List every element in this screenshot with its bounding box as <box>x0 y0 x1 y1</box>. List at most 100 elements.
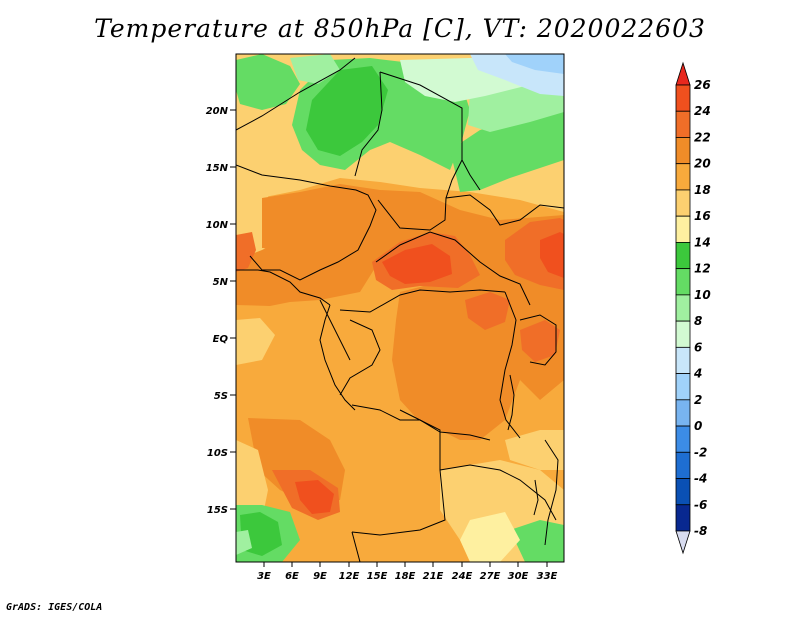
colorbar-swatch <box>675 84 691 112</box>
border-nile <box>461 159 481 191</box>
field-se-pale-yellow <box>460 512 520 562</box>
coast-ca <box>319 304 356 411</box>
colorbar-label: 10 <box>694 288 711 302</box>
border-lakes <box>519 314 557 366</box>
lat-label: 15S <box>207 505 228 516</box>
colorbar-swatch <box>675 189 691 217</box>
colorbar-bottom-arrow <box>675 530 691 555</box>
lon-label: 33E <box>537 571 558 582</box>
border-congo-n <box>339 289 506 313</box>
lake-tanganyika <box>507 374 515 431</box>
colorbar-top-arrow <box>675 61 691 86</box>
colorbar-swatch <box>675 110 691 138</box>
lon-label: 21E <box>423 571 444 582</box>
map-frame <box>235 53 565 563</box>
lake-malawi <box>533 479 539 516</box>
colorbar-label: 24 <box>694 104 711 118</box>
lon-label: 9E <box>313 571 327 582</box>
lat-label: 5S <box>214 391 228 402</box>
field-hot-east-core <box>540 232 564 278</box>
colorbar-swatch <box>675 320 691 348</box>
colorbar-label: 8 <box>694 314 702 328</box>
field-sw-green-light <box>236 530 252 555</box>
colorbar-swatch <box>675 504 691 532</box>
border-drc-s <box>399 409 491 441</box>
lat-label: 10S <box>207 448 228 459</box>
border-angola <box>351 404 446 536</box>
colorbar-label: 2 <box>694 393 702 407</box>
field-nw-green <box>236 54 300 110</box>
colorbar-label: -6 <box>694 498 707 512</box>
border-n1 <box>236 57 356 131</box>
colorbar-swatch <box>675 294 691 322</box>
border-congo <box>339 319 381 396</box>
border-namibia <box>351 531 361 562</box>
lon-axis: 3E 6E 9E 12E 15E 18E 21E 24E 27E 30E 33E <box>257 562 558 582</box>
field-light-blue <box>505 54 564 74</box>
border-east <box>544 439 559 546</box>
lat-label: 10N <box>206 220 229 231</box>
grads-credit: GrADS: IGES/COLA <box>6 602 103 613</box>
lon-label: 3E <box>257 571 271 582</box>
border-gabon <box>319 299 351 361</box>
colorbar-swatch <box>675 399 691 427</box>
colorbar-swatch <box>675 215 691 243</box>
colorbar-label: 20 <box>694 157 711 171</box>
lat-label: 20N <box>206 106 229 117</box>
colorbar-label: -4 <box>694 472 707 486</box>
lon-label: 30E <box>508 571 529 582</box>
lon-label: 6E <box>285 571 299 582</box>
colorbar-label: 16 <box>694 209 711 223</box>
colorbar-swatch <box>675 268 691 296</box>
border-chad <box>377 194 564 231</box>
lon-label: 18E <box>395 571 416 582</box>
lat-label: 15N <box>206 163 229 174</box>
field-sw-yellow <box>236 440 268 525</box>
colorbar-label: 12 <box>694 262 711 276</box>
lon-label: 24E <box>452 571 473 582</box>
border-n3 <box>354 71 383 177</box>
lon-label: 12E <box>339 571 360 582</box>
colorbar-swatch <box>675 451 691 479</box>
colorbar-swatch <box>675 346 691 374</box>
field-hot-south-core <box>295 480 334 514</box>
lon-label: 15E <box>367 571 388 582</box>
colorbar-swatch <box>675 242 691 270</box>
border-zambia <box>439 464 557 521</box>
colorbar-swatch <box>675 137 691 165</box>
colorbar-swatch <box>675 163 691 191</box>
colorbar-swatch <box>675 425 691 453</box>
field-hot-west <box>236 232 256 272</box>
temperature-field <box>236 54 564 562</box>
border-sahel <box>236 164 377 281</box>
colorbar-swatch <box>675 478 691 506</box>
field-coast-yellow <box>236 318 275 365</box>
border-car <box>375 231 531 306</box>
field-green-east <box>450 110 564 192</box>
colorbar-label: 6 <box>694 340 702 354</box>
map-title: Temperature at 850hPa [C], VT: 202002260… <box>94 14 706 43</box>
lat-label: 5N <box>213 277 229 288</box>
colorbar-swatch <box>675 373 691 401</box>
field-green-north-core <box>306 66 388 156</box>
colorbar-label: 0 <box>694 419 702 433</box>
country-borders <box>236 57 564 562</box>
field-hot-lake <box>520 320 560 362</box>
lon-label: 27E <box>480 571 501 582</box>
field-hot-ca-core <box>382 244 452 284</box>
colorbar-label: 4 <box>693 367 702 381</box>
colorbar-label: -2 <box>694 445 707 459</box>
border-drc-e <box>499 291 521 439</box>
lat-label: EQ <box>213 334 229 345</box>
colorbar-label: -8 <box>694 524 707 538</box>
colorbar-label: 14 <box>694 235 711 249</box>
border-west-coast <box>236 269 331 306</box>
colorbar-label: 18 <box>694 183 711 197</box>
field-south-yellow-se <box>505 430 564 470</box>
colorbar-label: 26 <box>694 78 711 92</box>
field-se-green <box>510 520 564 562</box>
colorbar-label: 22 <box>694 130 711 144</box>
field-hot-small <box>465 292 510 330</box>
